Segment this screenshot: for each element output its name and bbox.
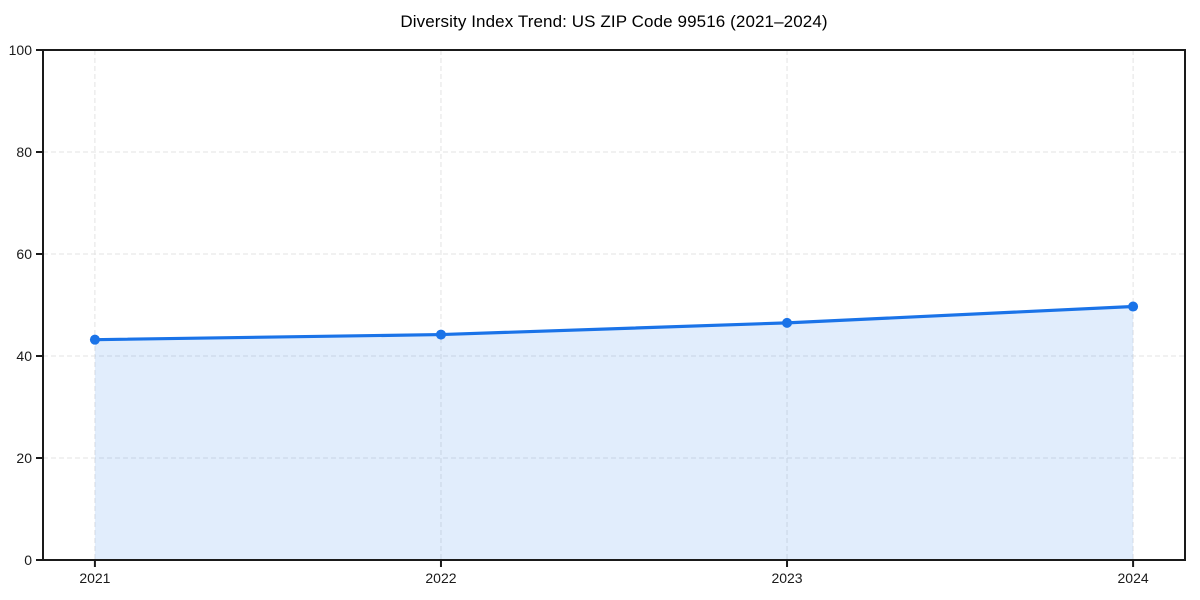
y-tick-label: 20 bbox=[16, 450, 32, 466]
y-tick-label: 80 bbox=[16, 144, 32, 160]
y-tick-label: 100 bbox=[9, 42, 33, 58]
y-tick-label: 40 bbox=[16, 348, 32, 364]
data-point-2021 bbox=[89, 334, 100, 345]
x-tick-label: 2021 bbox=[79, 570, 110, 586]
y-tick-label: 0 bbox=[24, 552, 32, 568]
area-fill bbox=[94, 306, 1134, 560]
data-point-2023 bbox=[782, 317, 793, 328]
data-point-2022 bbox=[435, 329, 446, 340]
data-point-2024 bbox=[1128, 301, 1139, 312]
plot-border bbox=[42, 49, 1186, 561]
y-tick-label: 60 bbox=[16, 246, 32, 262]
x-tick-label: 2022 bbox=[425, 570, 456, 586]
trend-line bbox=[93, 304, 1135, 342]
x-tick-label: 2024 bbox=[1118, 570, 1149, 586]
x-tick-label: 2023 bbox=[771, 570, 802, 586]
chart-title: Diversity Index Trend: US ZIP Code 99516… bbox=[400, 12, 828, 31]
